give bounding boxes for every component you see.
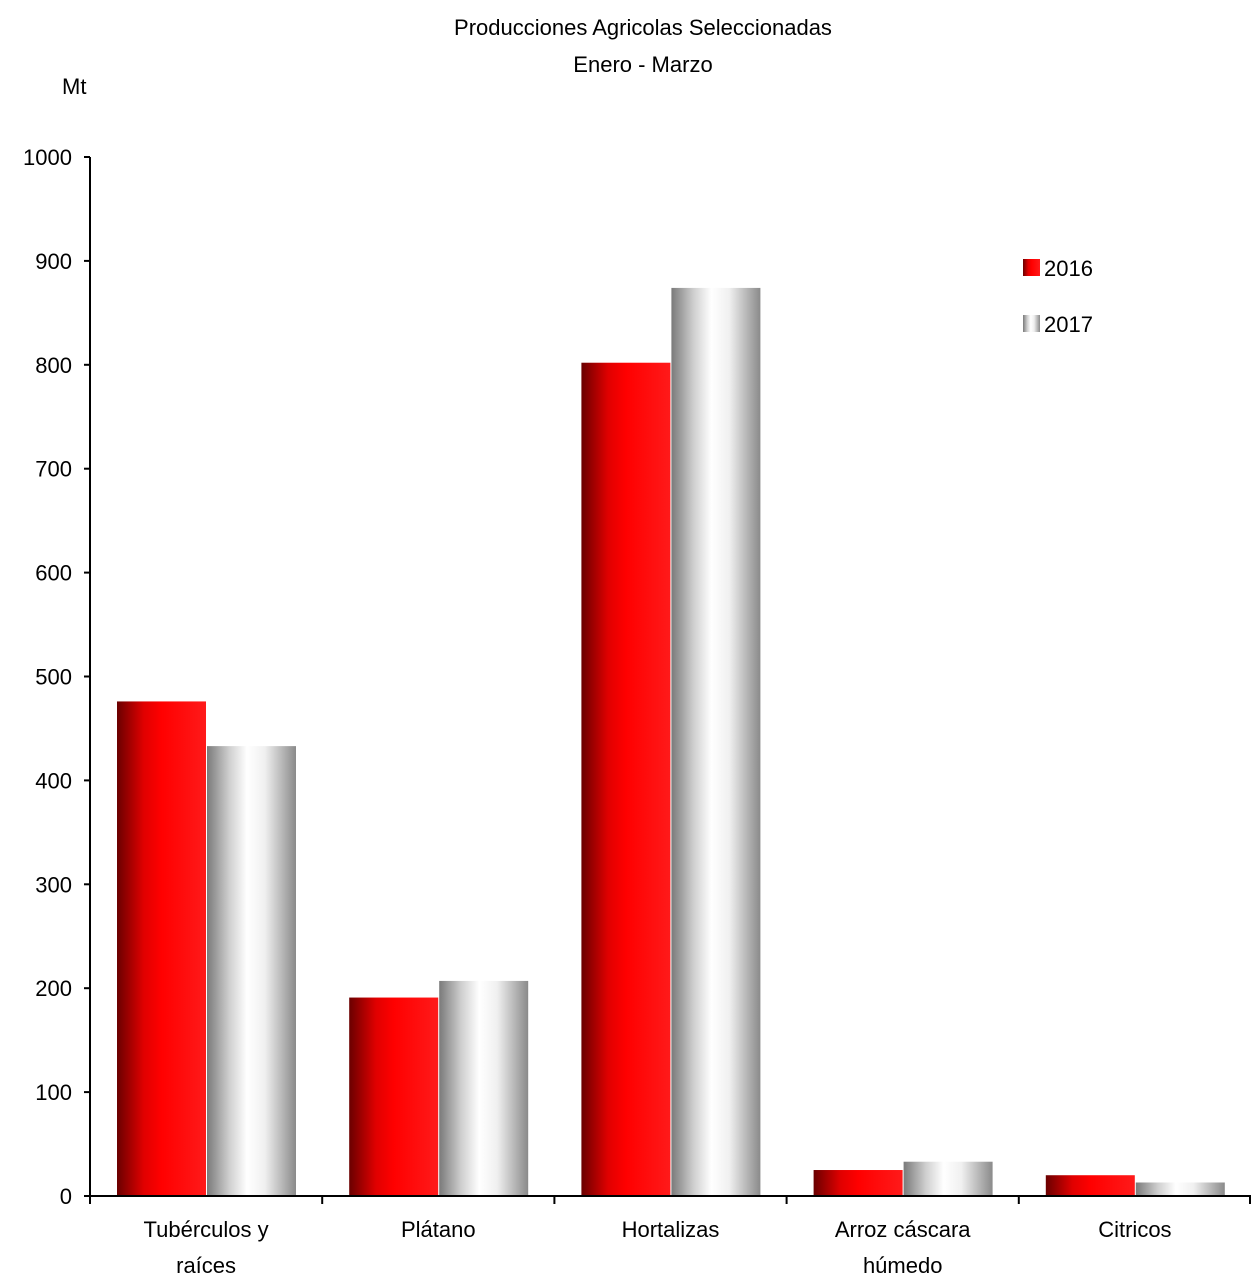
y-tick-label: 900 (35, 249, 72, 274)
bar-2016-1 (349, 997, 439, 1196)
chart-subtitle: Enero - Marzo (573, 52, 712, 77)
legend-label-2017: 2017 (1044, 312, 1093, 337)
bar-2017-3 (903, 1161, 993, 1196)
bars-group (117, 287, 1225, 1196)
x-category-label: Tubérculos y (144, 1217, 269, 1242)
x-category-label: Hortalizas (622, 1217, 720, 1242)
x-category-label: Arroz cáscara (835, 1217, 971, 1242)
bar-2016-0 (117, 701, 206, 1196)
y-tick-label: 400 (35, 768, 72, 793)
y-tick-label: 800 (35, 353, 72, 378)
bar-2017-4 (1135, 1182, 1225, 1196)
y-tick-label: 1000 (23, 145, 72, 170)
legend-label-2016: 2016 (1044, 256, 1093, 281)
bar-2017-1 (439, 980, 529, 1196)
bar-2017-0 (207, 746, 296, 1196)
y-axis-label: Mt (62, 74, 86, 99)
bar-2017-2 (671, 287, 761, 1196)
x-labels-group: Tubérculos y raíces Plátano Hortalizas Arroz… (89, 1196, 1251, 1274)
y-tick-label: 300 (35, 872, 72, 897)
legend-swatch-2017 (1023, 315, 1040, 332)
y-tick-label: 200 (35, 976, 72, 1001)
y-tick-label: 500 (35, 665, 72, 690)
x-category-label: Plátano (401, 1217, 476, 1242)
bar-2016-2 (581, 362, 671, 1196)
legend-swatch-2016 (1023, 259, 1040, 276)
y-tick-label: 600 (35, 561, 72, 586)
y-tick-label: 100 (35, 1080, 72, 1105)
bar-2016-4 (1045, 1175, 1135, 1196)
y-ticks-group: 0 100 200 300 400 500 600 700 800 900 1000 (23, 145, 90, 1209)
y-tick-label: 0 (60, 1184, 72, 1209)
chart-title: Producciones Agricolas Seleccionadas (454, 15, 832, 40)
x-category-label: Citricos (1098, 1217, 1171, 1242)
x-category-label: húmedo (863, 1253, 943, 1274)
bar-2016-3 (813, 1170, 903, 1196)
x-category-label: raíces (176, 1253, 236, 1274)
legend: 2016 2017 (1023, 256, 1093, 337)
y-tick-label: 700 (35, 457, 72, 482)
